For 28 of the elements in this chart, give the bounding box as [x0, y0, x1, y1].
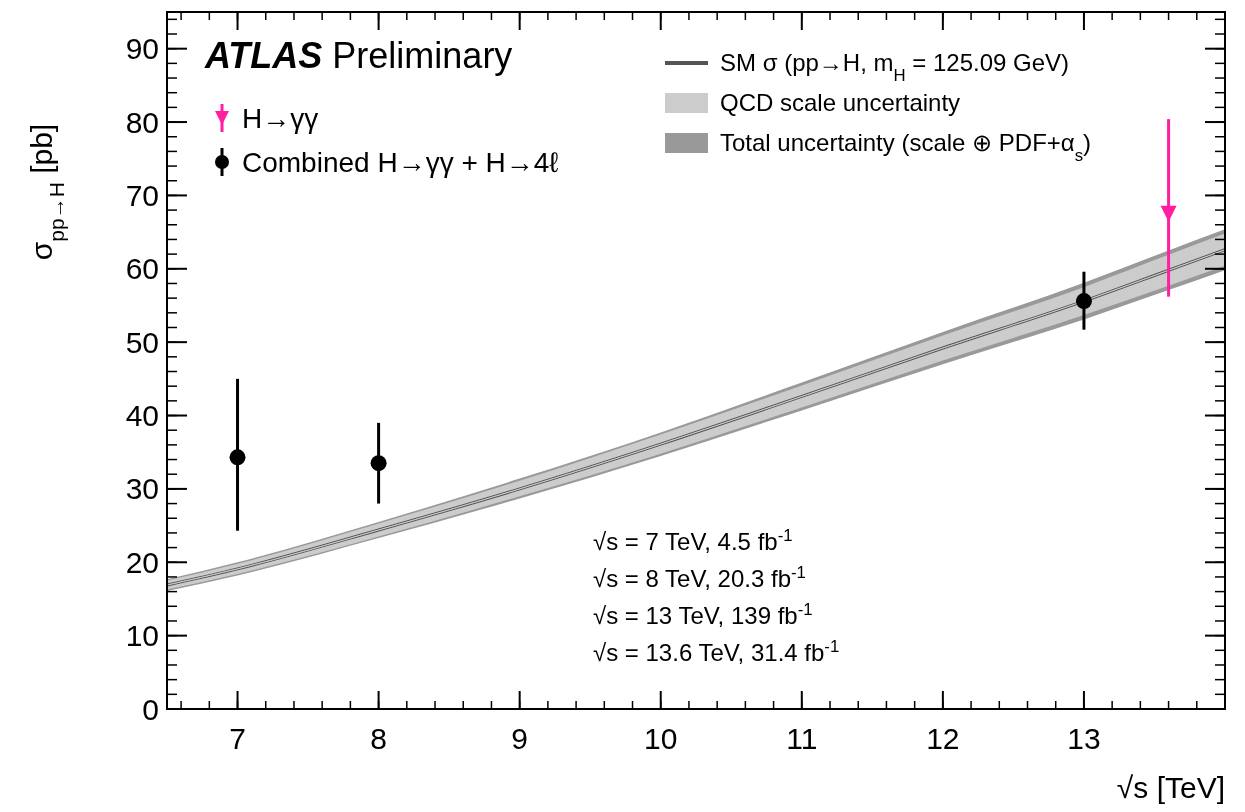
y-tick-label: 60: [125, 252, 159, 286]
y-tick-label: 30: [125, 472, 159, 506]
x-tick-label: 11: [786, 722, 818, 755]
annotation: √s = 7 TeV, 4.5 fb$^{-1}$: [593, 525, 793, 556]
legend-label: QCD scale uncertainty: [720, 89, 961, 117]
x-tick-label: 12: [926, 722, 960, 755]
y-tick-label: 40: [125, 399, 159, 433]
x-tick-label: 8: [370, 722, 387, 755]
y-tick-label: 0: [142, 692, 159, 726]
annotation: √s = 8 TeV, 20.3 fb$^{-1}$: [593, 562, 806, 593]
legend-label: H→γγ: [242, 102, 319, 134]
x-tick-label: 10: [644, 722, 678, 755]
annotation: √s = 13 TeV, 139 fb$^{-1}$: [593, 599, 813, 630]
x-tick-label: 9: [511, 722, 529, 755]
y-tick-label: 50: [125, 325, 159, 359]
legend-label: Total uncertainty (scale ⊕ PDF+α$_{s}$): [720, 129, 1092, 165]
y-tick-label: 10: [125, 619, 159, 653]
legend-label: SM σ (pp→H, m$_{H}$ = 125.09 GeV): [720, 49, 1070, 85]
text: ATLAS Preliminary: [204, 35, 513, 76]
y-tick-label: 20: [125, 545, 159, 579]
annotation: √s = 13.6 TeV, 31.4 fb$^{-1}$: [593, 636, 840, 667]
legend-label: Combined H→γγ + H→4ℓ: [242, 146, 559, 178]
y-tick-label: 70: [125, 178, 159, 212]
x-tick-label: 13: [1067, 722, 1101, 755]
y-tick-label: 80: [125, 105, 159, 139]
x-axis-title: √s [TeV]: [1116, 771, 1225, 804]
x-tick-label: 7: [229, 722, 246, 755]
y-tick-label: 90: [125, 32, 159, 66]
